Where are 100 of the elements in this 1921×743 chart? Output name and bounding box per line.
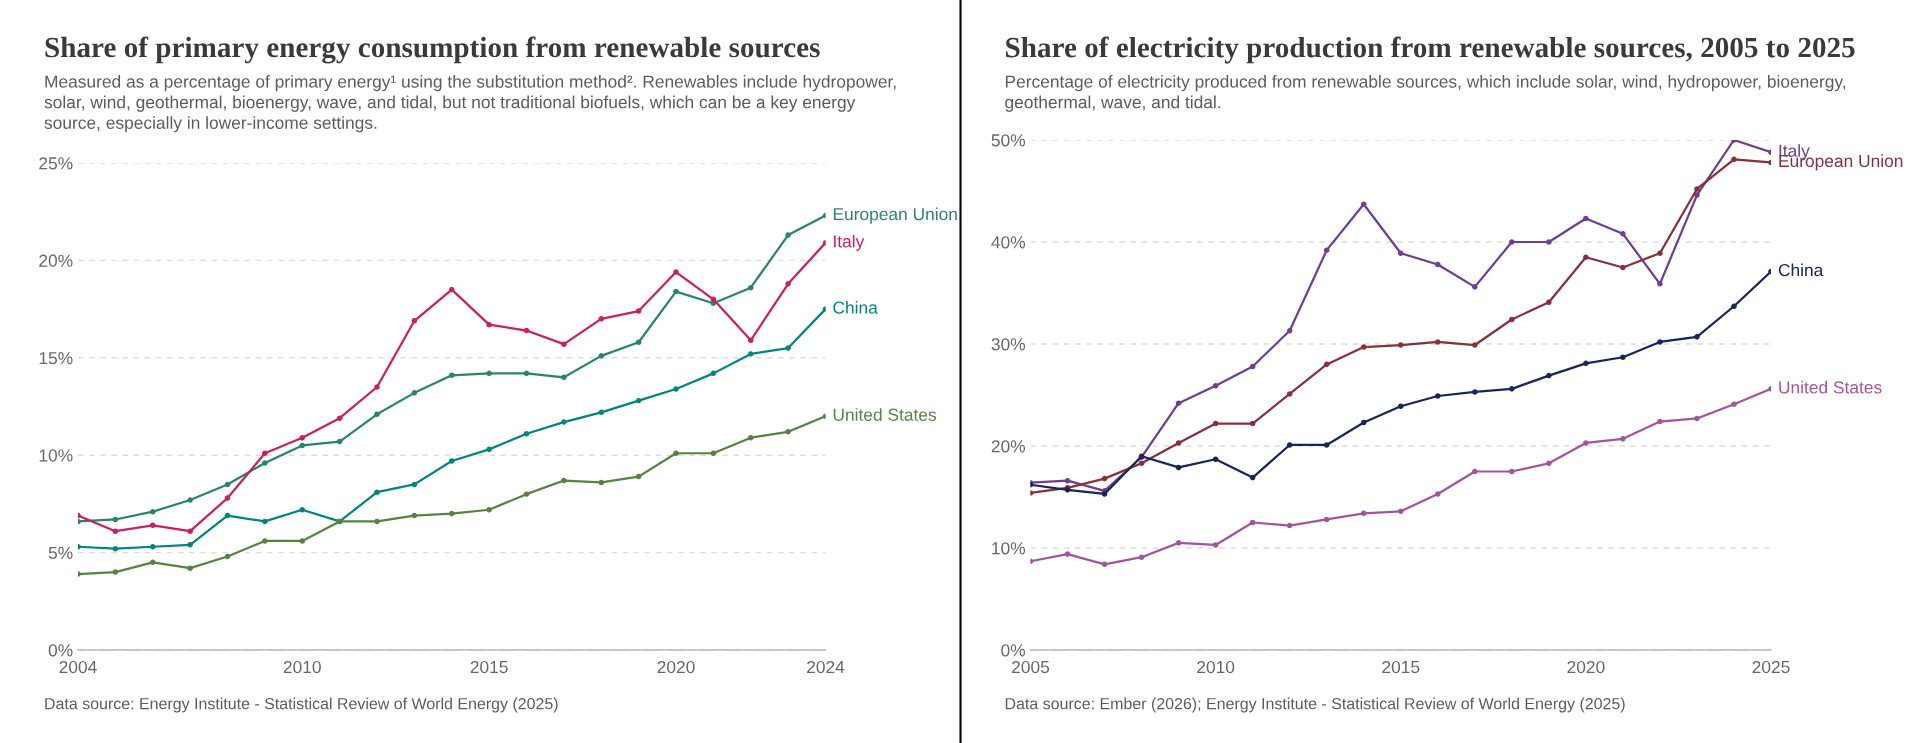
point	[112, 569, 119, 575]
point	[747, 284, 754, 291]
point	[411, 390, 418, 396]
point	[785, 232, 791, 238]
point	[1731, 303, 1737, 310]
x-tick-label: 2010	[283, 660, 321, 674]
point	[1546, 239, 1552, 245]
y-tick-label: 25%	[39, 157, 73, 170]
point	[1101, 561, 1108, 568]
point	[1546, 299, 1552, 305]
y-tick-label: 0%	[48, 644, 73, 657]
point	[1323, 247, 1330, 253]
point	[1620, 231, 1626, 237]
point	[561, 477, 567, 484]
point	[486, 446, 492, 453]
point	[374, 518, 380, 525]
x-tick-label: 2025	[1752, 660, 1790, 674]
point	[187, 497, 193, 503]
point	[523, 430, 530, 437]
point	[1583, 440, 1589, 446]
point	[1212, 456, 1219, 463]
point	[598, 353, 605, 359]
point	[523, 370, 530, 377]
point	[561, 341, 567, 347]
series-label: Italy	[834, 234, 865, 251]
point	[149, 522, 156, 529]
point	[224, 495, 231, 501]
point	[187, 528, 193, 534]
point	[1249, 363, 1256, 370]
x-tick-label: 2004	[59, 660, 97, 674]
point	[187, 565, 193, 571]
point	[673, 450, 679, 457]
series-label: United States	[833, 408, 937, 421]
point	[187, 542, 193, 548]
point	[1657, 250, 1663, 256]
point	[299, 442, 306, 449]
point	[262, 538, 268, 544]
point	[374, 411, 380, 418]
point	[785, 281, 791, 287]
point	[1620, 354, 1626, 361]
x-tick-label: 2015	[1382, 660, 1420, 674]
point	[785, 429, 791, 435]
point	[523, 491, 530, 497]
point	[1472, 342, 1478, 348]
point	[149, 559, 156, 566]
point	[635, 339, 642, 345]
point	[1249, 420, 1256, 427]
point	[448, 286, 455, 293]
series-label: United States	[1779, 380, 1882, 394]
point	[1397, 250, 1404, 256]
y-tick-label: 30%	[991, 338, 1026, 351]
x-tick-label: 2024	[807, 660, 845, 674]
point	[224, 481, 231, 488]
point	[1249, 519, 1256, 526]
point	[747, 351, 754, 357]
point	[1435, 261, 1441, 268]
point	[262, 460, 268, 466]
point	[374, 489, 380, 495]
point	[374, 384, 380, 390]
point	[561, 419, 567, 425]
point	[1546, 460, 1552, 467]
point	[299, 434, 306, 441]
chart-title: Share of electricity production from renewable sources, 2005 to 2025	[1006, 36, 1855, 64]
point	[1657, 281, 1663, 287]
y-tick-label: 50%	[991, 134, 1026, 147]
point	[1360, 201, 1367, 208]
point	[1583, 254, 1589, 261]
point	[1138, 554, 1145, 560]
point	[411, 318, 418, 324]
y-tick-label: 10%	[39, 449, 73, 462]
point	[1323, 442, 1330, 448]
chart-title: Share of primary energy consumption from renewable sources	[45, 36, 820, 64]
point	[1620, 264, 1626, 271]
series-label: European Union	[833, 207, 957, 224]
point	[635, 397, 642, 404]
point	[1138, 460, 1145, 467]
x-tick-label: 2020	[1567, 660, 1605, 674]
point	[1583, 215, 1589, 222]
point	[710, 296, 717, 303]
point	[411, 512, 418, 519]
x-tick-label: 2020	[657, 660, 695, 674]
point	[1657, 418, 1663, 425]
point	[673, 288, 679, 295]
point	[710, 370, 717, 377]
point	[112, 528, 119, 534]
point	[1064, 477, 1071, 484]
point	[1657, 339, 1663, 345]
point	[635, 308, 642, 314]
point	[1546, 372, 1552, 379]
y-tick-label: 40%	[991, 236, 1026, 249]
point	[336, 415, 343, 421]
point	[1212, 420, 1219, 427]
point	[1249, 474, 1256, 481]
y-tick-label: 5%	[48, 546, 73, 560]
point	[1360, 344, 1367, 350]
point	[635, 473, 642, 480]
point	[1175, 464, 1182, 471]
point	[486, 370, 492, 377]
point	[1397, 342, 1404, 348]
x-tick-label: 2010	[1197, 660, 1235, 674]
